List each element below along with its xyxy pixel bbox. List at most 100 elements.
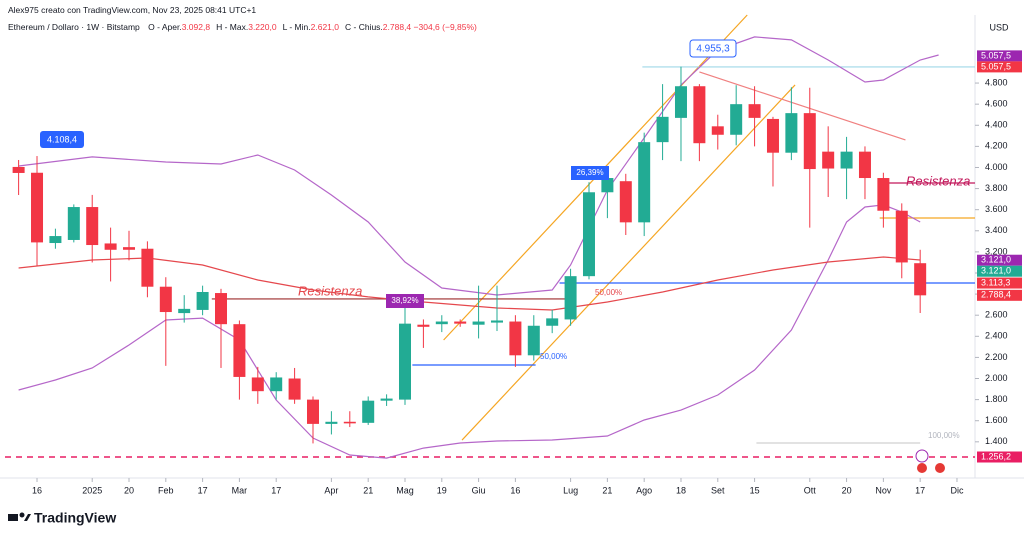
candle-body: [877, 178, 890, 211]
candle-body: [858, 151, 871, 179]
change: −304,6 (−9,85%): [413, 22, 477, 32]
candle-body: [766, 118, 779, 153]
x-tick-label: 20: [124, 485, 134, 495]
candle-body: [785, 113, 798, 153]
x-tick-label: 17: [271, 485, 281, 495]
x-tick-label: Mar: [232, 485, 248, 495]
candle-body: [380, 398, 393, 401]
candle-body: [914, 263, 927, 296]
y-tick-label: 3.600: [985, 204, 1008, 214]
candle-body: [288, 378, 301, 400]
ohlc-value: 3.220,0: [248, 22, 277, 32]
drawing-line: [461, 84, 796, 441]
candle-body: [159, 286, 172, 313]
x-tick-label: Lug: [563, 485, 578, 495]
price-callout: [689, 39, 737, 58]
candle-body: [141, 248, 154, 287]
candle-body: [730, 104, 743, 135]
x-tick-label: Feb: [158, 485, 174, 495]
price-tag-label: 2.788,4: [981, 290, 1011, 300]
candle-body: [325, 421, 338, 424]
callout-text: 4.955,3: [696, 44, 730, 55]
price-tag: [977, 254, 1022, 266]
price-tag-label: 1.256,2: [981, 451, 1011, 461]
price-callout: [40, 131, 84, 148]
candle-body: [840, 151, 853, 169]
candle-body: [454, 321, 467, 324]
y-tick-label: 3.400: [985, 225, 1008, 235]
legend-line: Ethereum / Dollaro · 1W · Bitstamp O - A…: [8, 22, 477, 32]
candle-body: [31, 172, 44, 243]
candle-body: [822, 151, 835, 169]
percent-box: [386, 294, 424, 308]
x-tick-label: 16: [510, 485, 520, 495]
x-tick-label: Set: [711, 485, 725, 495]
y-tick-label: 4.200: [985, 141, 1008, 151]
x-tick-label: 15: [750, 485, 760, 495]
price-tag-label: 5.057,5: [981, 50, 1011, 60]
candle-body: [472, 321, 485, 325]
ohlc-value: 3.092,8: [181, 22, 211, 32]
candle-body: [233, 324, 246, 377]
x-tick-label: 2025: [82, 485, 102, 495]
y-tick-label: 2.400: [985, 331, 1008, 341]
price-tag-label: 3.113,3: [981, 277, 1010, 287]
candle-body: [86, 207, 99, 246]
event-icon[interactable]: [915, 449, 929, 463]
x-tick-label: Nov: [875, 485, 892, 495]
candle-body: [343, 421, 356, 424]
candle-body: [104, 243, 117, 250]
candle-body: [895, 210, 908, 263]
candle-body: [490, 320, 503, 323]
x-tick-label: 17: [198, 485, 208, 495]
candle-body: [49, 236, 62, 244]
candle-body: [307, 399, 320, 424]
y-tick-label: 1.800: [985, 394, 1008, 404]
fib-label: 50,00%: [540, 352, 567, 361]
price-tag-label: 3.121,0: [981, 255, 1011, 265]
ohlc-label: H - Max.: [216, 22, 249, 32]
currency: USD: [989, 22, 1009, 32]
candle-body: [417, 324, 430, 327]
x-tick-label: 16: [32, 485, 42, 495]
x-tick-label: Dic: [950, 485, 963, 495]
percent-box: [571, 166, 609, 180]
resistance-label: Resistenza: [906, 173, 970, 188]
price-tag: [977, 277, 1022, 289]
candle-body: [196, 291, 209, 310]
y-tick-label: 4.400: [985, 120, 1008, 130]
y-tick-label: 3.800: [985, 183, 1008, 193]
x-tick-label: 17: [915, 485, 925, 495]
y-tick-label: 3.200: [985, 246, 1008, 256]
ohlc-label: C - Chius.: [345, 22, 383, 32]
x-tick-label: 21: [602, 485, 612, 495]
candle-body: [398, 323, 411, 400]
ohlc-label: O - Aper.: [148, 22, 182, 32]
ohlc-label: L - Min.: [282, 22, 311, 32]
candle-body: [546, 318, 559, 326]
candle-body: [12, 166, 25, 173]
y-tick-label: 4.800: [985, 77, 1008, 87]
ohlc-value: 2.788,4: [382, 22, 412, 32]
x-tick-label: 19: [437, 485, 447, 495]
x-tick-label: 21: [363, 485, 373, 495]
x-tick-label: Ott: [804, 485, 817, 495]
candle-body: [509, 321, 522, 356]
price-tag: [977, 50, 1022, 62]
logo: TradingView: [8, 510, 116, 526]
percent-text: 26,39%: [576, 168, 603, 177]
event-icon[interactable]: [935, 463, 945, 473]
candle-body: [656, 116, 669, 143]
candle-body: [601, 178, 614, 193]
candle-body: [582, 192, 595, 277]
price-tag: [977, 265, 1022, 277]
y-tick-label: 1.400: [985, 436, 1008, 446]
drawing-line: [699, 71, 906, 141]
candle-body: [435, 321, 448, 325]
event-icon[interactable]: [917, 463, 927, 473]
candle-body: [527, 325, 540, 356]
candle-body: [693, 86, 706, 144]
x-tick-label: Giu: [472, 485, 486, 495]
x-tick-label: Apr: [324, 485, 338, 495]
